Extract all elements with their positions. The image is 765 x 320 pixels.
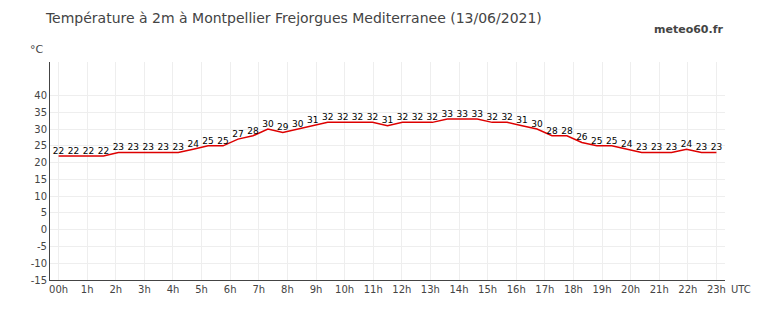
svg-text:4h: 4h [167,284,180,295]
svg-text:28: 28 [546,126,558,136]
svg-text:28: 28 [561,126,573,136]
svg-text:30: 30 [531,119,543,129]
svg-text:25: 25 [217,136,228,146]
svg-text:22: 22 [68,146,79,156]
svg-text:7h: 7h [252,284,265,295]
svg-text:°C: °C [30,43,44,56]
svg-text:31: 31 [307,115,318,125]
svg-text:18h: 18h [564,284,583,295]
svg-text:24: 24 [681,139,693,149]
svg-text:23: 23 [128,142,139,152]
svg-text:23: 23 [666,142,677,152]
svg-text:3h: 3h [138,284,151,295]
svg-text:meteo60.fr: meteo60.fr [654,23,723,36]
svg-text:25: 25 [606,136,617,146]
svg-text:9h: 9h [310,284,323,295]
svg-text:21h: 21h [650,284,669,295]
svg-text:33: 33 [442,109,453,119]
svg-text:32: 32 [322,112,333,122]
svg-text:23: 23 [158,142,169,152]
svg-text:33: 33 [457,109,468,119]
svg-text:23: 23 [172,142,183,152]
svg-text:32: 32 [501,112,512,122]
svg-text:15h: 15h [478,284,497,295]
svg-text:25: 25 [34,140,47,151]
svg-text:23h: 23h [707,284,726,295]
svg-text:29: 29 [277,122,289,132]
svg-text:10h: 10h [335,284,354,295]
svg-text:15: 15 [34,174,47,185]
svg-text:1h: 1h [81,284,94,295]
svg-text:25: 25 [591,136,602,146]
svg-text:23: 23 [636,142,647,152]
svg-text:12h: 12h [392,284,411,295]
svg-text:25: 25 [202,136,213,146]
svg-text:19h: 19h [592,284,611,295]
svg-text:22: 22 [98,146,109,156]
svg-text:00h: 00h [49,284,68,295]
svg-text:10: 10 [34,191,47,202]
svg-text:20h: 20h [621,284,640,295]
svg-text:5: 5 [41,207,47,218]
svg-text:14h: 14h [449,284,468,295]
svg-text:32: 32 [352,112,363,122]
svg-text:23: 23 [711,142,722,152]
svg-text:22: 22 [83,146,94,156]
svg-text:5h: 5h [195,284,208,295]
svg-text:32: 32 [427,112,438,122]
svg-text:28: 28 [247,126,259,136]
svg-text:30: 30 [262,119,274,129]
svg-text:0: 0 [41,224,47,235]
svg-text:32: 32 [397,112,408,122]
svg-text:24: 24 [621,139,633,149]
svg-text:23: 23 [651,142,662,152]
svg-text:-15: -15 [31,275,47,286]
svg-text:6h: 6h [224,284,237,295]
svg-text:32: 32 [486,112,497,122]
svg-text:23: 23 [143,142,154,152]
svg-text:23: 23 [696,142,707,152]
svg-text:32: 32 [337,112,348,122]
svg-text:Température à 2m à Montpellier: Température à 2m à Montpellier Frejorgue… [45,10,542,26]
svg-text:22: 22 [53,146,64,156]
svg-text:22h: 22h [678,284,697,295]
svg-text:31: 31 [382,115,393,125]
svg-text:16h: 16h [507,284,526,295]
svg-text:13h: 13h [421,284,440,295]
svg-text:32: 32 [367,112,378,122]
svg-text:-10: -10 [31,258,47,269]
svg-text:30: 30 [292,119,304,129]
svg-text:40: 40 [34,90,47,101]
svg-text:32: 32 [412,112,423,122]
svg-text:27: 27 [232,129,243,139]
svg-text:8h: 8h [281,284,294,295]
svg-text:35: 35 [34,107,47,118]
svg-text:2h: 2h [109,284,122,295]
svg-text:31: 31 [516,115,527,125]
svg-text:26: 26 [576,132,588,142]
svg-text:UTC: UTC [731,284,751,295]
svg-text:20: 20 [34,157,47,168]
svg-text:-5: -5 [37,241,47,252]
svg-text:30: 30 [34,124,47,135]
svg-text:23: 23 [113,142,124,152]
svg-text:24: 24 [187,139,199,149]
svg-text:11h: 11h [364,284,383,295]
svg-text:33: 33 [471,109,482,119]
svg-text:17h: 17h [535,284,554,295]
